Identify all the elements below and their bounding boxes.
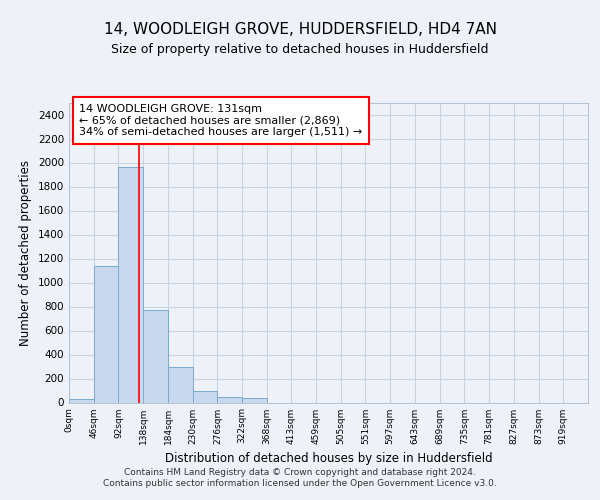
- Bar: [118, 168, 143, 402]
- Y-axis label: Number of detached properties: Number of detached properties: [19, 160, 32, 346]
- Text: 14, WOODLEIGH GROVE, HUDDERSFIELD, HD4 7AN: 14, WOODLEIGH GROVE, HUDDERSFIELD, HD4 7…: [104, 22, 497, 38]
- Bar: [143, 310, 168, 402]
- Text: Contains HM Land Registry data © Crown copyright and database right 2024.
Contai: Contains HM Land Registry data © Crown c…: [103, 468, 497, 487]
- Bar: [168, 367, 193, 402]
- Bar: [242, 398, 267, 402]
- Bar: [193, 390, 217, 402]
- Bar: [217, 397, 242, 402]
- Bar: [69, 399, 94, 402]
- Text: Size of property relative to detached houses in Huddersfield: Size of property relative to detached ho…: [111, 42, 489, 56]
- Bar: [94, 266, 118, 402]
- Text: 14 WOODLEIGH GROVE: 131sqm
← 65% of detached houses are smaller (2,869)
34% of s: 14 WOODLEIGH GROVE: 131sqm ← 65% of deta…: [79, 104, 362, 137]
- X-axis label: Distribution of detached houses by size in Huddersfield: Distribution of detached houses by size …: [164, 452, 493, 465]
